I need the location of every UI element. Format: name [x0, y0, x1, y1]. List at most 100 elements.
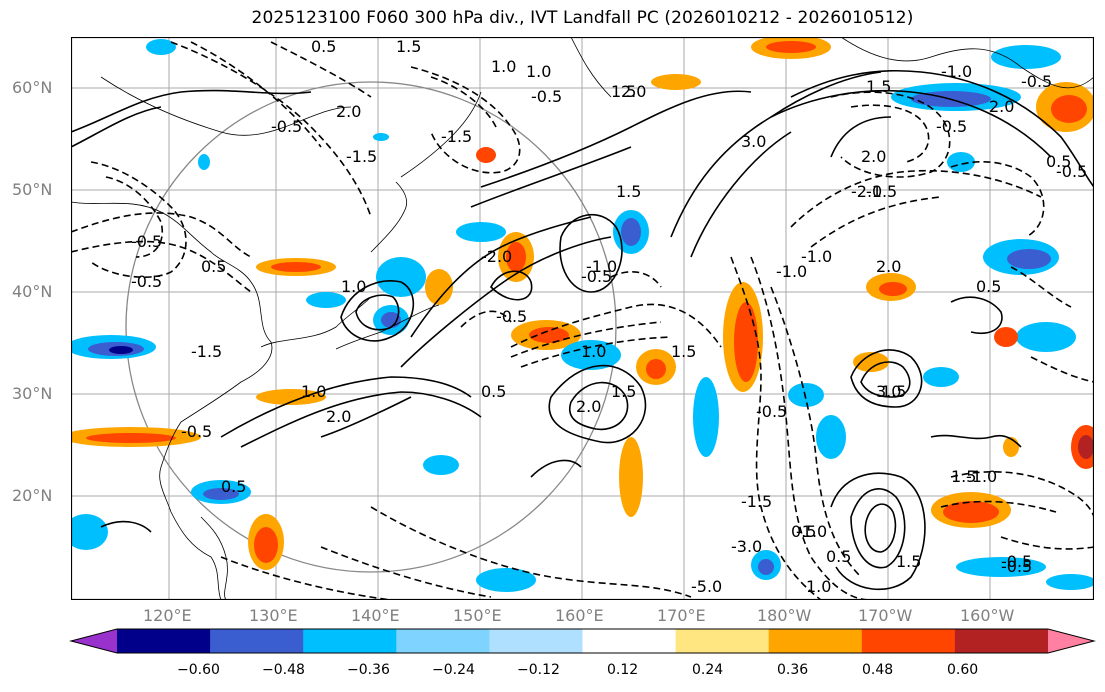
contour-label: -1.0: [776, 262, 807, 281]
contour-labels: 0.5 1.5 -1.5 1.0 2.0 -0.5 1.5 -0.5 -1.5 …: [131, 37, 1087, 596]
contour-label: 0.5: [826, 547, 851, 566]
contour-label: 2.0: [621, 82, 646, 101]
contour-label: 0.5: [481, 382, 506, 401]
contour-label: -1.0: [586, 257, 617, 276]
contour-label: 0.5: [791, 522, 816, 541]
radius-circle: [125, 81, 617, 573]
contour-label: 1.0: [581, 342, 606, 361]
contour-label: 1.0: [301, 382, 326, 401]
contour-label: -1.0: [966, 467, 997, 486]
colorbar-extend-low: [71, 629, 117, 653]
graticule: [71, 37, 1094, 600]
contour-label: -5.0: [691, 577, 722, 596]
contour-label: 1.0: [806, 577, 831, 596]
positive-contours: [71, 69, 1094, 591]
colorbar-tick-label: −0.24: [432, 662, 475, 678]
colorbar-segment: [210, 629, 304, 653]
contour-label: 0.5: [976, 277, 1001, 296]
lon-label-170w: 170°W: [858, 606, 913, 625]
contour-label: -1.0: [801, 247, 832, 266]
contour-label: 1.5: [951, 467, 976, 486]
contour-label: -2.0: [481, 247, 512, 266]
contour-label: -1.0: [941, 62, 972, 81]
contour-label: -0.5: [756, 402, 787, 421]
map-panel: 0.5 1.5 -1.5 1.0 2.0 -0.5 1.5 -0.5 -1.5 …: [71, 37, 1094, 600]
colorbar-segment: [303, 629, 397, 653]
contour-label: 0.5: [1046, 152, 1071, 171]
lat-label-30n: 30°N: [12, 384, 53, 403]
contour-label: 1.5: [671, 342, 696, 361]
lon-label-120e: 120°E: [143, 606, 192, 625]
contour-label: -0.5: [1001, 552, 1032, 571]
contour-label: -0.5: [531, 87, 562, 106]
contour-label: -0.5: [1001, 557, 1032, 576]
colorbar-tick-label: −0.12: [517, 662, 560, 678]
map-border: [71, 37, 1094, 600]
contour-label: -0.5: [131, 232, 162, 251]
contour-label: -0.5: [181, 422, 212, 441]
contour-label: 3.0: [741, 132, 766, 151]
lon-label-170e: 170°E: [657, 606, 706, 625]
colorbar-tick-label: 0.48: [862, 662, 894, 678]
contour-label: -0.5: [936, 117, 967, 136]
contour-label: 2.0: [876, 257, 901, 276]
lon-label-140e: 140°E: [351, 606, 400, 625]
contour-label: 1.5: [881, 382, 906, 401]
contour-label: 1.5: [611, 382, 636, 401]
colorbar-tick-label: 0.36: [777, 662, 809, 678]
lon-label-160e: 160°E: [555, 606, 604, 625]
contour-label: -3.0: [731, 537, 762, 556]
lat-label-60n: 60°N: [12, 78, 53, 97]
lon-label-130e: 130°E: [249, 606, 298, 625]
colorbar-tick-label: 0.12: [607, 662, 639, 678]
colorbar-segment: [861, 629, 956, 653]
colorbar-outline: [69, 628, 1096, 654]
contour-label: -1.5: [346, 147, 377, 166]
colorbar-segment: [117, 629, 211, 653]
lat-label-40n: 40°N: [12, 282, 53, 301]
contour-label: 2.0: [336, 102, 361, 121]
contour-label: 3.0: [876, 382, 901, 401]
map-title: 2025123100 F060 300 hPa div., IVT Landfa…: [251, 8, 914, 28]
contour-label: -1.5: [866, 182, 897, 201]
contour-label: 2.0: [989, 97, 1014, 116]
contour-label: -0.5: [1021, 72, 1052, 91]
colorbar-tick-label: −0.48: [262, 662, 305, 678]
contour-label: -0.5: [581, 267, 612, 286]
contour-label: 1.0: [341, 277, 366, 296]
contour-label: 1.0: [526, 62, 551, 81]
contour-label: 1.5: [616, 182, 641, 201]
contour-label: 2.0: [576, 397, 601, 416]
lon-label-180w: 180°W: [757, 606, 812, 625]
contour-label: 0.5: [201, 257, 226, 276]
contour-label: 1.5: [611, 82, 636, 101]
colorbar-segment: [768, 629, 863, 653]
colorbar-segment: [396, 629, 490, 653]
contour-label: -1.5: [741, 492, 772, 511]
lon-label-150e: 150°E: [453, 606, 502, 625]
colorbar-segment: [954, 629, 1049, 653]
lat-label-50n: 50°N: [12, 180, 53, 199]
contour-label: -2.0: [851, 182, 882, 201]
negative-contours: [71, 41, 1094, 600]
contour-label: 1.5: [896, 552, 921, 571]
contour-label: -0.5: [131, 272, 162, 291]
colorbar-segment: [489, 629, 583, 653]
contour-label: 1.5: [396, 37, 421, 56]
contour-label: -1.5: [441, 127, 472, 146]
colorbar-extend-high: [1048, 629, 1094, 653]
contour-label: -1.5: [191, 342, 222, 361]
contour-label: -1.0: [796, 522, 827, 541]
colorbar-tick-label: 0.60: [947, 662, 979, 678]
colorbar-segment: [582, 629, 677, 653]
contour-label: -0.5: [1056, 162, 1087, 181]
colorbar-tick-label: −0.60: [177, 662, 220, 678]
coastlines: [71, 37, 1094, 600]
colorbar-tick-label: 0.24: [692, 662, 724, 678]
map-canvas: 0.5 1.5 -1.5 1.0 2.0 -0.5 1.5 -0.5 -1.5 …: [71, 37, 1094, 600]
contour-label: 1.5: [866, 77, 891, 96]
colorbar-segment: [675, 629, 770, 653]
lon-label-160w: 160°W: [960, 606, 1015, 625]
contour-label: -0.5: [271, 117, 302, 136]
contour-label: -0.5: [496, 307, 527, 326]
